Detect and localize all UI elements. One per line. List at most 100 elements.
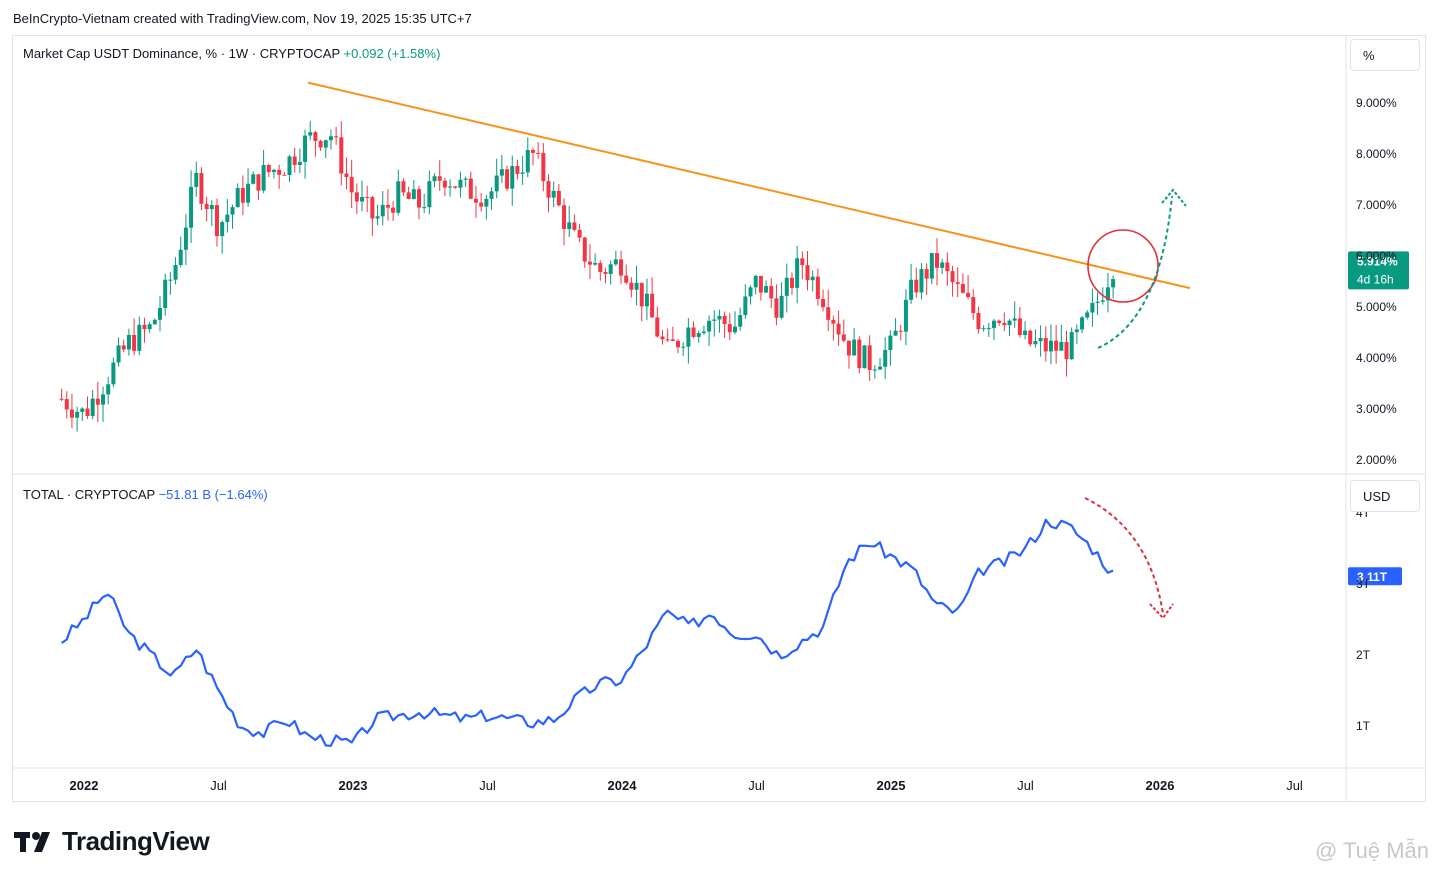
candle-body bbox=[1054, 340, 1059, 351]
candle-body bbox=[163, 279, 168, 308]
candle-body bbox=[1080, 317, 1085, 330]
candle-body bbox=[846, 340, 851, 356]
x-tick-label: Jul bbox=[1017, 778, 1034, 793]
candle-body bbox=[619, 259, 624, 276]
candle-body bbox=[95, 398, 100, 405]
candle-body bbox=[137, 324, 142, 351]
candle-body bbox=[396, 181, 401, 213]
candle-body bbox=[101, 394, 106, 405]
candle-body bbox=[712, 319, 717, 321]
projected-rise-arrowhead bbox=[1161, 188, 1187, 207]
candle-body bbox=[391, 207, 396, 213]
candle-body bbox=[1105, 287, 1110, 301]
candle-body bbox=[520, 172, 525, 174]
usd-scale-button[interactable]: USD bbox=[1350, 480, 1420, 512]
candle-body bbox=[971, 297, 976, 314]
candle-body bbox=[525, 150, 530, 173]
candle-body bbox=[774, 298, 779, 318]
candle-body bbox=[624, 275, 629, 283]
projected-decline-arrowhead bbox=[1149, 603, 1174, 620]
candle-body bbox=[453, 186, 458, 188]
candle-body bbox=[613, 259, 618, 265]
candle-body bbox=[805, 265, 810, 281]
candle-body bbox=[924, 269, 929, 279]
candle-body bbox=[945, 262, 950, 272]
candle-body bbox=[888, 335, 893, 350]
x-tick-label: 2024 bbox=[608, 778, 638, 793]
candle-body bbox=[1090, 302, 1095, 313]
x-tick-label: 2023 bbox=[339, 778, 368, 793]
candle-body bbox=[370, 197, 375, 219]
candle-body bbox=[334, 136, 339, 138]
candle-body bbox=[655, 317, 660, 337]
chart-frame bbox=[12, 35, 1426, 802]
countdown-label: 4d 16h bbox=[1357, 272, 1394, 286]
candle-body bbox=[821, 298, 826, 308]
candle-body bbox=[826, 307, 831, 320]
candle-body bbox=[463, 178, 468, 180]
tradingview-logo[interactable]: TradingView bbox=[14, 826, 210, 857]
candle-body bbox=[1002, 322, 1007, 326]
candle-body bbox=[603, 272, 608, 274]
candle-body bbox=[562, 205, 567, 229]
candle-body bbox=[1074, 329, 1079, 333]
candle-body bbox=[872, 369, 877, 371]
last-price-badge bbox=[1348, 251, 1409, 290]
candle-body bbox=[1069, 332, 1074, 360]
candle-body bbox=[883, 349, 888, 367]
candle-body bbox=[251, 174, 256, 184]
candle-body bbox=[764, 286, 769, 293]
candle-body bbox=[691, 327, 696, 337]
candle-body bbox=[950, 271, 955, 283]
candle-body bbox=[308, 132, 313, 136]
projected-rise-arrow bbox=[1097, 195, 1173, 349]
candle-body bbox=[546, 181, 551, 198]
candle-body bbox=[1043, 338, 1048, 352]
candle-body bbox=[323, 140, 328, 148]
candle-body bbox=[857, 339, 862, 369]
candle-body bbox=[878, 366, 883, 370]
candle-body bbox=[183, 227, 188, 250]
candle-body bbox=[929, 253, 934, 279]
candle-body bbox=[789, 277, 794, 288]
candle-body bbox=[696, 333, 701, 337]
x-tick-label: Jul bbox=[748, 778, 765, 793]
candle-body bbox=[240, 188, 245, 203]
candle-body bbox=[349, 177, 354, 193]
candle-body bbox=[800, 258, 805, 266]
candle-body bbox=[608, 264, 613, 274]
candle-body bbox=[158, 307, 163, 320]
candle-body bbox=[769, 286, 774, 299]
last-total-label: 3.11T bbox=[1357, 570, 1388, 584]
candle-body bbox=[935, 253, 940, 268]
candle-body bbox=[815, 276, 820, 299]
candle-body bbox=[639, 282, 644, 307]
candle-body bbox=[111, 362, 116, 385]
candle-body bbox=[748, 287, 753, 297]
candle-body bbox=[1048, 340, 1053, 352]
candle-body bbox=[686, 327, 691, 347]
candle-body bbox=[448, 186, 453, 188]
candle-body bbox=[360, 197, 365, 202]
percent-scale-button[interactable]: % bbox=[1350, 39, 1420, 71]
candle-body bbox=[903, 299, 908, 332]
candle-body bbox=[287, 156, 292, 176]
candle-body bbox=[536, 152, 541, 154]
candle-body bbox=[121, 345, 126, 350]
candle-body bbox=[707, 320, 712, 332]
candle-body bbox=[75, 411, 80, 418]
candle-body bbox=[59, 398, 64, 400]
candle-body bbox=[297, 161, 302, 166]
top-legend: Market Cap USDT Dominance, % · 1W · CRYP… bbox=[23, 46, 440, 61]
top-y-tick: 3.000% bbox=[1356, 402, 1397, 416]
candle-body bbox=[732, 326, 737, 333]
candle-body bbox=[256, 174, 261, 191]
candle-body bbox=[515, 166, 520, 174]
candle-body bbox=[126, 334, 131, 350]
candle-body bbox=[898, 330, 903, 332]
candle-body bbox=[432, 176, 437, 182]
candle-body bbox=[292, 156, 297, 166]
projected-decline-arrow bbox=[1084, 497, 1164, 615]
candle-body bbox=[1085, 312, 1090, 318]
candle-body bbox=[784, 277, 789, 296]
